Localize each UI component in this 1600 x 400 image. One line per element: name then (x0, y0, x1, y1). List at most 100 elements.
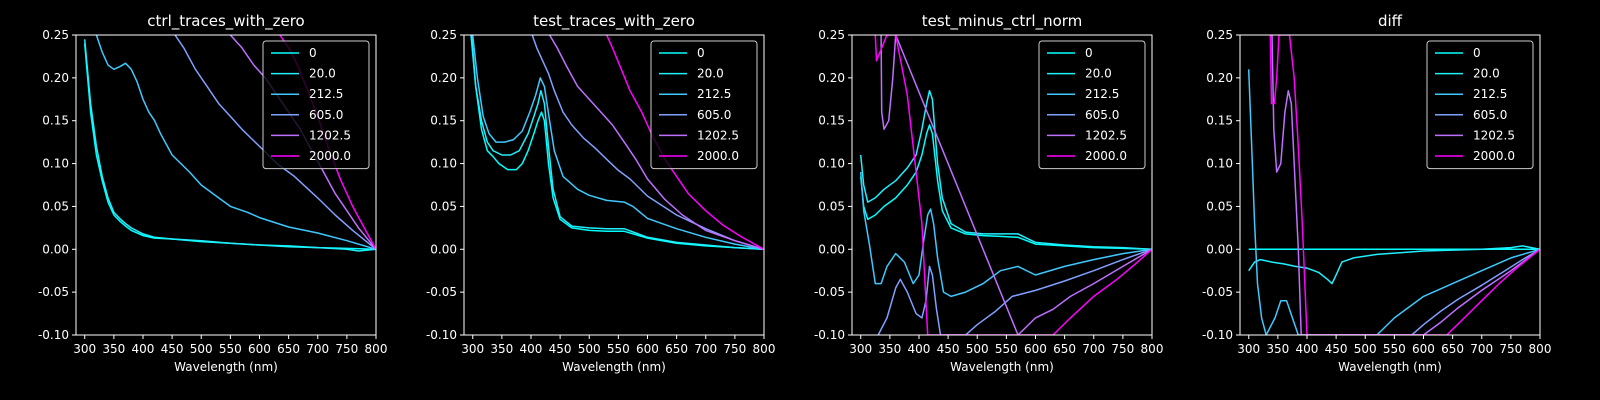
x-tick-label: 400 (132, 342, 155, 356)
x-tick-label: 450 (549, 342, 572, 356)
x-tick-label: 700 (306, 342, 329, 356)
x-tick-label: 800 (1141, 342, 1164, 356)
y-tick-label: 0.10 (818, 157, 845, 171)
series-line-605.0 (531, 35, 764, 251)
series-group (859, 35, 1152, 335)
legend-label: 2000.0 (1085, 149, 1127, 163)
x-tick-label: 750 (723, 342, 746, 356)
x-tick-label: 350 (878, 342, 901, 356)
x-tick-label: 750 (1111, 342, 1134, 356)
x-axis-label: Wavelength (nm) (950, 360, 1054, 374)
legend-label: 605.0 (1473, 108, 1507, 122)
legend: 0 20.0 212.5 605.0 1202.5 2000.0 (1426, 40, 1534, 170)
series-line-605.0 (1339, 248, 1540, 335)
series-line-605.0 (174, 35, 376, 250)
legend-label: 20.0 (1085, 67, 1112, 81)
y-tick-label: 0.15 (430, 114, 457, 128)
x-tick-label: 700 (1470, 342, 1493, 356)
y-tick-label: 0.15 (1206, 114, 1233, 128)
x-tick-label: 500 (190, 342, 213, 356)
series-line-1202.5 (880, 35, 1152, 335)
chart-title: ctrl_traces_with_zero (147, 12, 304, 31)
y-tick-label: 0.15 (42, 114, 69, 128)
y-tick-label: 0.05 (1206, 199, 1233, 213)
x-tick-label: 350 (490, 342, 513, 356)
x-tick-label: 800 (365, 342, 388, 356)
x-tick-label: 550 (995, 342, 1018, 356)
y-tick-label: 0.15 (818, 114, 845, 128)
legend: 0 20.0 212.5 605.0 1202.5 2000.0 (650, 40, 758, 170)
x-tick-label: 700 (1082, 342, 1105, 356)
y-tick-label: 0.20 (818, 71, 845, 85)
x-tick-label: 600 (248, 342, 271, 356)
legend-label: 0 (1085, 46, 1093, 60)
legend-label: 212.5 (1473, 87, 1507, 101)
series-line-212.5 (1247, 69, 1540, 335)
legend-label: 1202.5 (1473, 128, 1515, 142)
series-line-20.0 (1248, 245, 1540, 285)
legend-label: 0 (697, 46, 705, 60)
y-tick-label: 0.20 (42, 71, 69, 85)
y-tick-label: 0.00 (818, 242, 845, 256)
legend-label: 212.5 (1085, 87, 1119, 101)
x-tick-label: 650 (665, 342, 688, 356)
x-tick-label: 400 (1296, 342, 1319, 356)
legend-label: 212.5 (697, 87, 731, 101)
x-tick-label: 350 (1266, 342, 1289, 356)
y-tick-label: 0.25 (1206, 28, 1233, 42)
plot-frame (851, 34, 1153, 336)
x-tick-label: 650 (1441, 342, 1464, 356)
series-line-605.0 (877, 248, 1152, 335)
series-line-20.0 (83, 39, 376, 252)
x-tick-label: 550 (1383, 342, 1406, 356)
legend-label: 20.0 (309, 67, 336, 81)
x-tick-label: 600 (1412, 342, 1435, 356)
chart-panel-1: 300 350 400 450 500 550 600 650 700 750 800 -0.10 -0… (38, 12, 388, 374)
x-tick-label: 500 (1354, 342, 1377, 356)
y-tick-label: -0.05 (814, 285, 845, 299)
x-tick-label: 350 (102, 342, 125, 356)
legend-label: 605.0 (697, 108, 731, 122)
x-tick-label: 500 (966, 342, 989, 356)
legend-label: 2000.0 (309, 149, 351, 163)
x-tick-label: 450 (161, 342, 184, 356)
series-line-1202.5 (1271, 35, 1540, 335)
x-axis-label: Wavelength (nm) (174, 360, 278, 374)
legend-label: 20.0 (697, 67, 724, 81)
chart-panel-2: 300 350 400 450 500 550 600 650 700 750 800 -0.10 -0… (426, 12, 776, 374)
x-tick-label: 700 (694, 342, 717, 356)
y-tick-label: -0.10 (1202, 328, 1233, 342)
legend-label: 1202.5 (309, 128, 351, 142)
legend-label: 0 (1473, 46, 1481, 60)
x-tick-label: 400 (520, 342, 543, 356)
legend-label: 2000.0 (697, 149, 739, 163)
y-tick-label: -0.05 (426, 285, 457, 299)
x-tick-label: 750 (335, 342, 358, 356)
x-tick-label: 500 (578, 342, 601, 356)
x-tick-label: 450 (1325, 342, 1348, 356)
y-tick-label: 0.25 (430, 28, 457, 42)
plot-frame (1239, 34, 1541, 336)
series-line-20.0 (470, 35, 764, 251)
legend-label: 20.0 (1473, 67, 1500, 81)
x-tick-label: 300 (461, 342, 484, 356)
x-tick-label: 450 (937, 342, 960, 356)
chart-title: diff (1378, 12, 1403, 30)
plot-frame (75, 34, 377, 336)
chart-title: test_minus_ctrl_norm (922, 12, 1083, 31)
x-tick-label: 550 (607, 342, 630, 356)
y-tick-label: 0.05 (430, 199, 457, 213)
legend-label: 605.0 (1085, 108, 1119, 122)
y-tick-label: 0.10 (42, 157, 69, 171)
y-tick-label: -0.10 (426, 328, 457, 342)
chart-panel-4: 300 350 400 450 500 550 600 650 700 750 800 -0.10 -0… (1202, 12, 1552, 374)
series-line-1202.5 (548, 35, 764, 251)
series-line-0 (83, 43, 376, 251)
x-tick-label: 800 (1529, 342, 1552, 356)
legend-label: 2000.0 (1473, 149, 1515, 163)
series-line-212.5 (95, 35, 376, 251)
x-axis-label: Wavelength (nm) (562, 360, 666, 374)
x-tick-label: 300 (1237, 342, 1260, 356)
x-tick-label: 650 (277, 342, 300, 356)
